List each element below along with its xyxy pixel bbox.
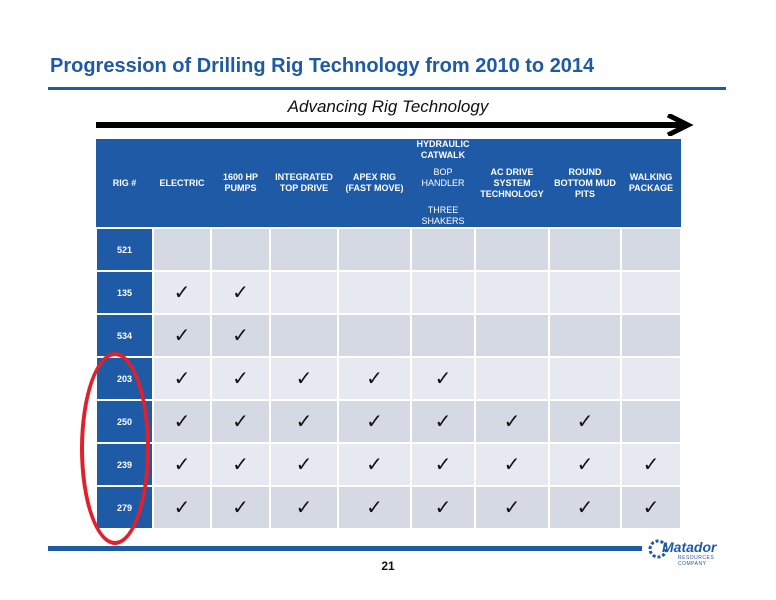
empty-cell — [410, 313, 476, 358]
table-row: 239 ✓ ✓ ✓ ✓ ✓ ✓ ✓ ✓ — [95, 442, 682, 487]
slide-title: Progression of Drilling Rig Technology f… — [50, 55, 595, 77]
checkmark-icon: ✓ — [474, 399, 550, 444]
column-header: APEX RIG (FAST MOVE) — [338, 139, 411, 228]
checkmark-icon: ✓ — [152, 270, 212, 315]
column-header-label: WALKING PACKAGE — [628, 172, 674, 193]
empty-cell — [410, 270, 476, 315]
column-header: HYDRAULIC CATWALK BOP HANDLER THREE SHAKERS — [411, 139, 475, 228]
footer-divider — [48, 546, 642, 551]
empty-cell — [474, 356, 550, 401]
checkmark-icon: ✓ — [337, 356, 412, 401]
checkmark-icon: ✓ — [269, 399, 339, 444]
company-logo: Matador RESOURCES COMPANY — [648, 533, 726, 567]
empty-cell — [548, 270, 622, 315]
checkmark-icon: ✓ — [337, 442, 412, 487]
column-header-label: INTEGRATED TOP DRIVE — [275, 172, 333, 193]
column-header-label: AC DRIVE SYSTEM TECHNOLOGY — [480, 166, 544, 199]
table-row: 534 ✓ ✓ — [95, 313, 682, 358]
empty-cell — [337, 313, 412, 358]
checkmark-icon: ✓ — [210, 313, 271, 358]
empty-cell — [548, 227, 622, 272]
checkmark-icon: ✓ — [152, 442, 212, 487]
checkmark-icon: ✓ — [152, 313, 212, 358]
checkmark-icon: ✓ — [548, 399, 622, 444]
column-header: ROUND BOTTOM MUD PITS — [549, 139, 621, 228]
checkmark-icon: ✓ — [410, 399, 476, 444]
column-header-label: ELECTRIC — [159, 177, 205, 188]
table-row: 279 ✓ ✓ ✓ ✓ ✓ ✓ ✓ ✓ — [95, 485, 682, 530]
column-header: ELECTRIC — [153, 139, 211, 228]
title-divider — [48, 87, 726, 90]
checkmark-icon: ✓ — [620, 485, 682, 530]
column-header-label: APEX RIG (FAST MOVE) — [345, 172, 404, 193]
column-header: RIG # — [96, 139, 153, 228]
rig-technology-table: RIG # ELECTRIC 1600 HP PUMPS INTEGRATED TOP D… — [95, 139, 682, 530]
logo-text: Matador — [662, 539, 717, 555]
empty-cell — [210, 227, 271, 272]
empty-cell — [474, 227, 550, 272]
column-header-label: HYDRAULIC CATWALK — [416, 139, 470, 160]
table-row: 203 ✓ ✓ ✓ ✓ ✓ — [95, 356, 682, 401]
column-header-label: ROUND BOTTOM MUD PITS — [554, 166, 616, 199]
highlight-ellipse — [80, 352, 150, 545]
checkmark-icon: ✓ — [474, 442, 550, 487]
empty-cell — [548, 356, 622, 401]
checkmark-icon: ✓ — [269, 356, 339, 401]
logo-subtext: RESOURCES COMPANY — [678, 555, 715, 567]
table-header-row: RIG # ELECTRIC 1600 HP PUMPS INTEGRATED TOP D… — [96, 139, 681, 228]
empty-cell — [620, 313, 682, 358]
arrow-caption: Advancing Rig Technology — [287, 97, 489, 116]
checkmark-icon: ✓ — [474, 485, 550, 530]
table-row: 250 ✓ ✓ ✓ ✓ ✓ ✓ ✓ — [95, 399, 682, 444]
empty-cell — [474, 270, 550, 315]
column-header: AC DRIVE SYSTEM TECHNOLOGY — [475, 139, 549, 228]
page-number: 21 — [381, 559, 395, 573]
table-row: 135 ✓ ✓ — [95, 270, 682, 315]
column-header: WALKING PACKAGE — [621, 139, 681, 228]
checkmark-icon: ✓ — [337, 399, 412, 444]
checkmark-icon: ✓ — [269, 442, 339, 487]
checkmark-icon: ✓ — [269, 485, 339, 530]
rig-number-cell: 534 — [95, 313, 154, 358]
checkmark-icon: ✓ — [210, 399, 271, 444]
checkmark-icon: ✓ — [620, 442, 682, 487]
checkmark-icon: ✓ — [152, 399, 212, 444]
checkmark-icon: ✓ — [210, 485, 271, 530]
column-header: 1600 HP PUMPS — [211, 139, 270, 228]
column-header: INTEGRATED TOP DRIVE — [270, 139, 338, 228]
empty-cell — [548, 313, 622, 358]
checkmark-icon: ✓ — [152, 356, 212, 401]
checkmark-icon: ✓ — [337, 485, 412, 530]
column-header-sublabel: BOP HANDLER THREE SHAKERS — [421, 167, 465, 226]
rig-number-cell: 521 — [95, 227, 154, 272]
empty-cell — [152, 227, 212, 272]
checkmark-icon: ✓ — [410, 485, 476, 530]
empty-cell — [337, 270, 412, 315]
checkmark-icon: ✓ — [410, 356, 476, 401]
arrow-right-icon — [96, 114, 694, 136]
empty-cell — [410, 227, 476, 272]
checkmark-icon: ✓ — [210, 442, 271, 487]
logo-mark-icon — [648, 539, 668, 559]
checkmark-icon: ✓ — [410, 442, 476, 487]
checkmark-icon: ✓ — [548, 485, 622, 530]
checkmark-icon: ✓ — [548, 442, 622, 487]
column-header-label: 1600 HP PUMPS — [222, 172, 259, 193]
empty-cell — [620, 227, 682, 272]
empty-cell — [337, 227, 412, 272]
table-row: 521 — [95, 227, 682, 272]
empty-cell — [474, 313, 550, 358]
empty-cell — [269, 270, 339, 315]
empty-cell — [269, 313, 339, 358]
table-body: 521 135 ✓ ✓ 534 ✓ ✓ 203 ✓ ✓ ✓ ✓ ✓ 250 ✓ ✓ ✓ ✓ ✓ ✓ ✓ 239 ✓ ✓ ✓ ✓ ✓ ✓… — [95, 227, 682, 530]
checkmark-icon: ✓ — [152, 485, 212, 530]
empty-cell — [269, 227, 339, 272]
empty-cell — [620, 270, 682, 315]
column-header-label: RIG # — [112, 177, 137, 188]
empty-cell — [620, 399, 682, 444]
rig-number-cell: 135 — [95, 270, 154, 315]
checkmark-icon: ✓ — [210, 356, 271, 401]
empty-cell — [620, 356, 682, 401]
checkmark-icon: ✓ — [210, 270, 271, 315]
